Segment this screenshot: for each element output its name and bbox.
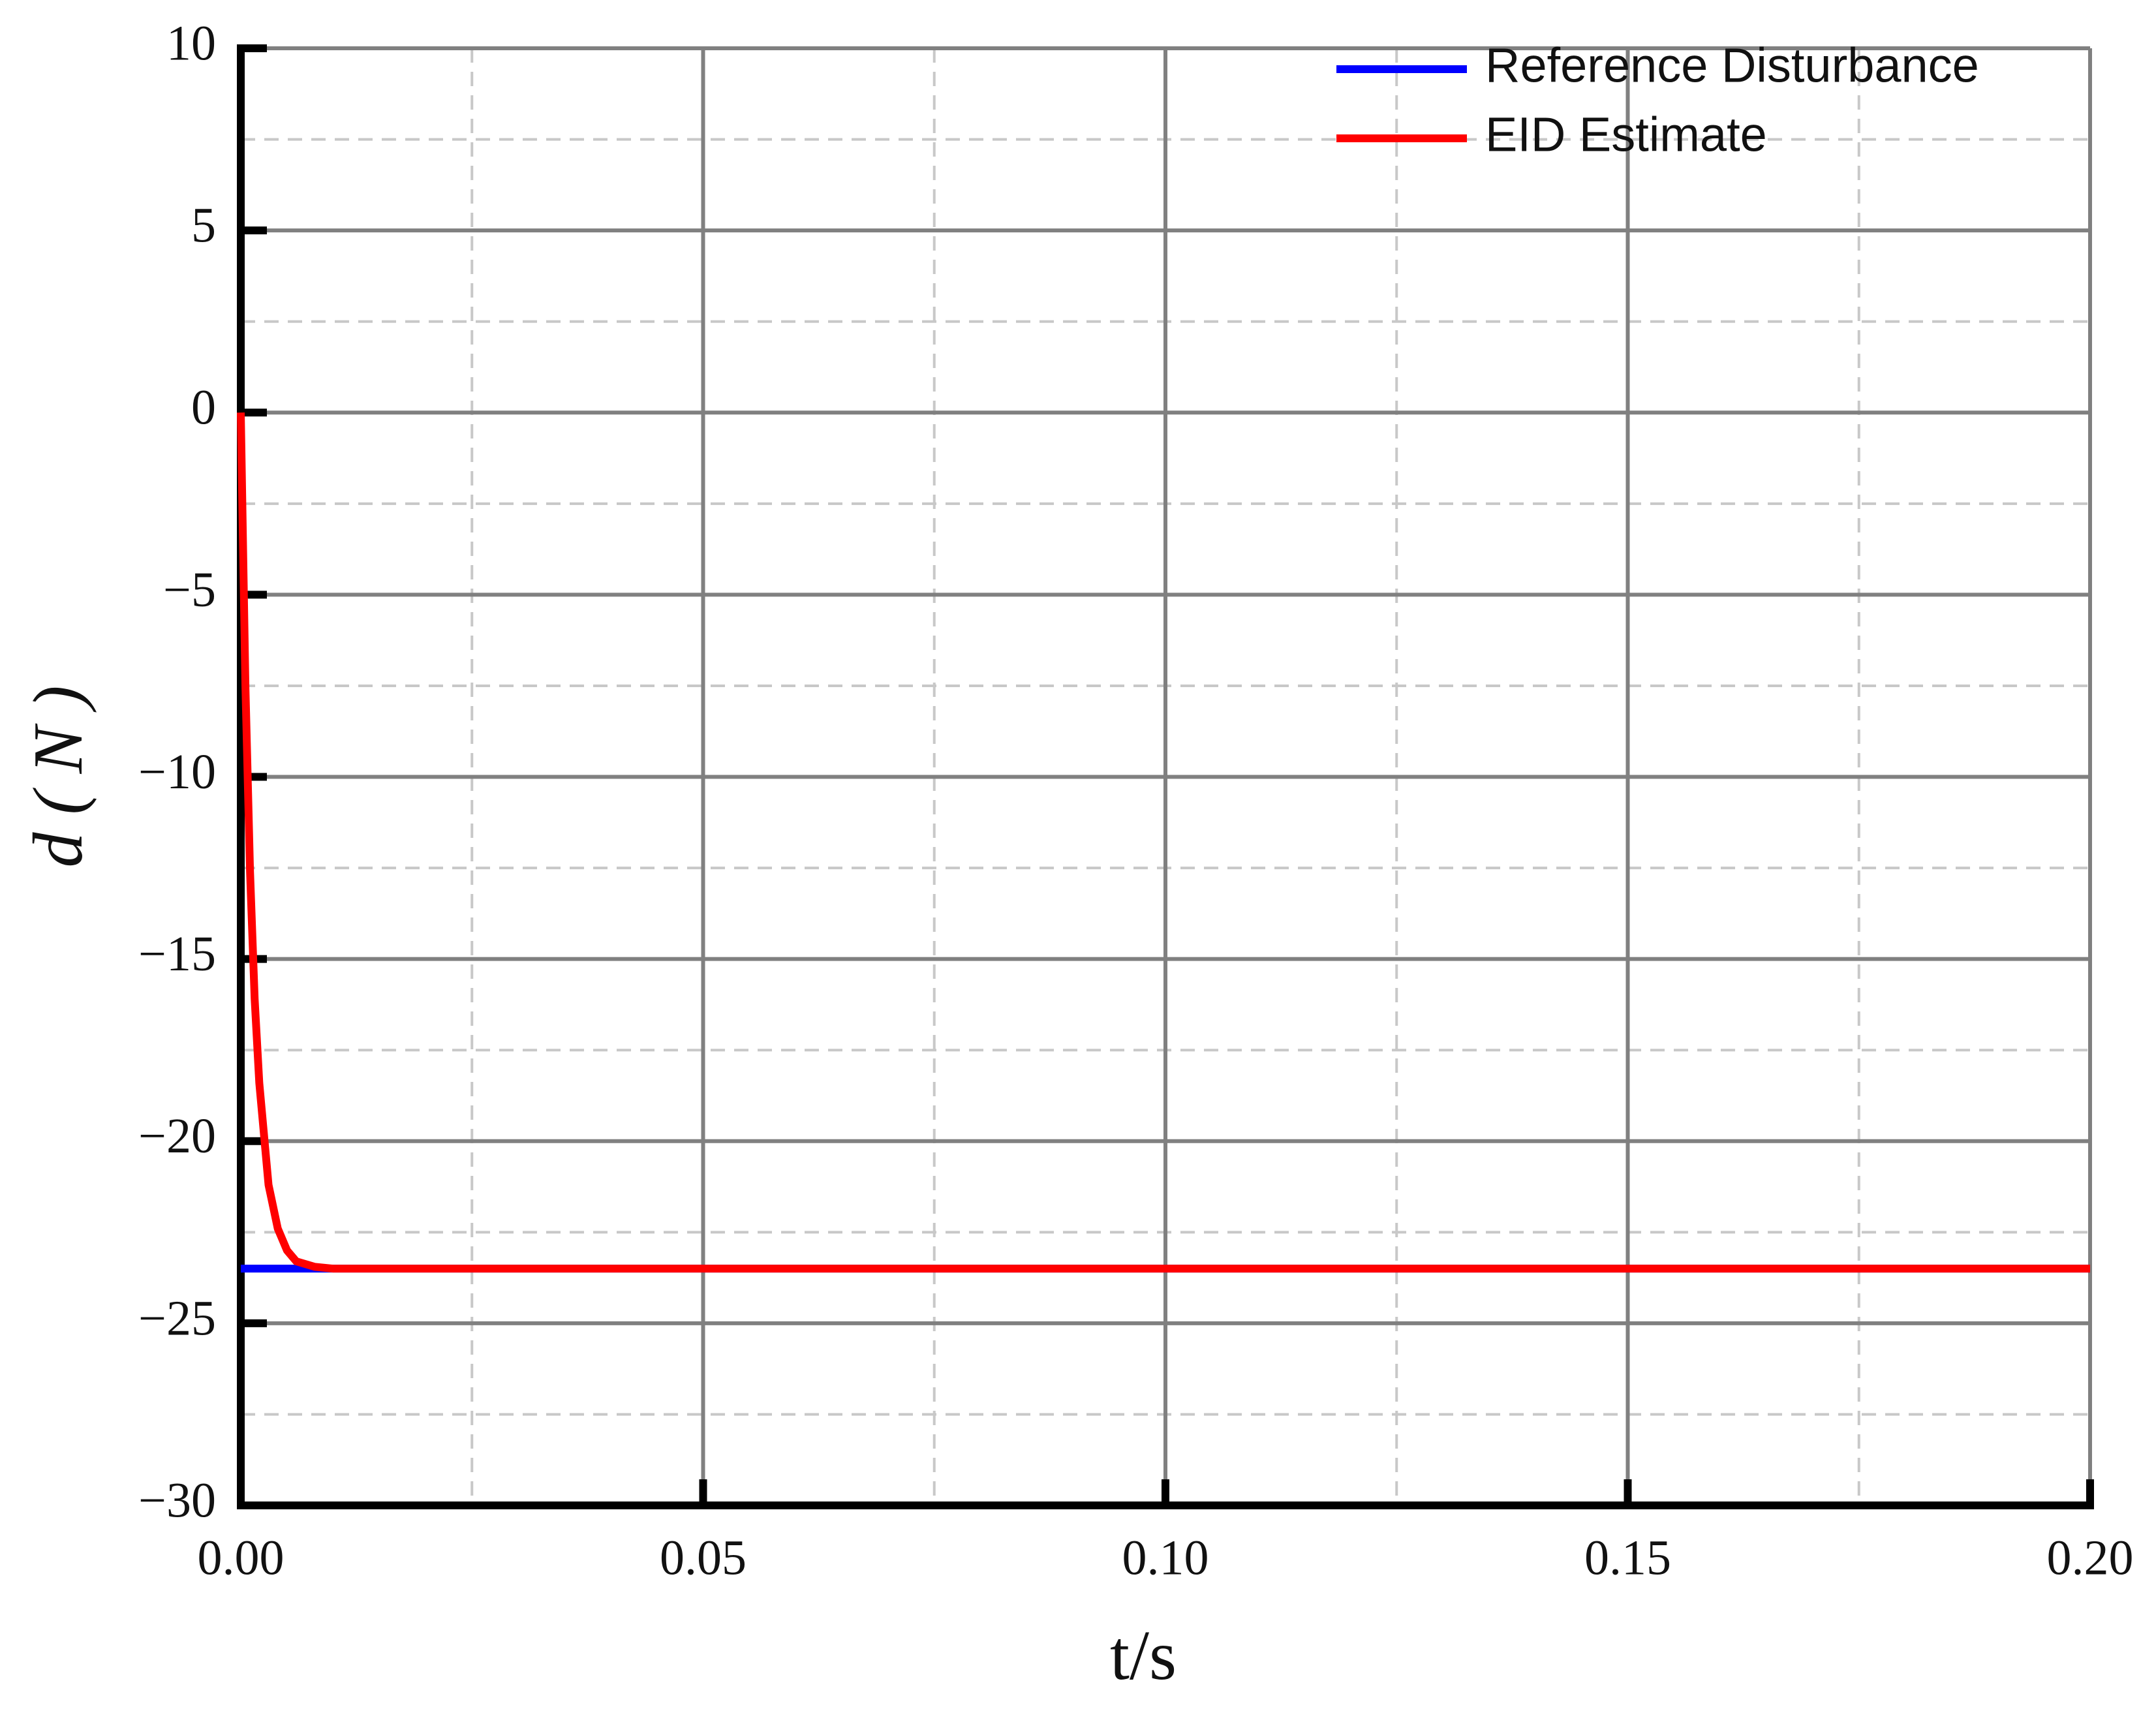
x-axis-title: t/s — [1110, 1617, 1177, 1695]
x-tick-label: 0.20 — [2047, 1530, 2134, 1585]
y-tick-label: 5 — [191, 198, 216, 253]
y-tick-label: 0 — [191, 380, 216, 435]
x-tick-label: 0.05 — [660, 1530, 747, 1585]
x-tick-label: 0.10 — [1122, 1530, 1209, 1585]
y-tick-label: −10 — [138, 745, 216, 799]
y-axis-title: d ( N ) — [20, 686, 97, 868]
y-tick-label: −25 — [138, 1291, 216, 1346]
y-tick-label: −30 — [138, 1473, 216, 1528]
legend-label: Reference Disturbance — [1485, 38, 1979, 93]
x-tick-label: 0.15 — [1584, 1530, 1671, 1585]
x-tick-label: 0.00 — [198, 1530, 285, 1585]
y-tick-label: −5 — [163, 562, 216, 617]
series-line — [237, 412, 2090, 1273]
legend-label: EID Estimate — [1485, 108, 1767, 162]
y-tick-label: −15 — [138, 927, 216, 981]
y-tick-label: 10 — [166, 16, 216, 70]
y-tick-label: −20 — [138, 1109, 216, 1163]
